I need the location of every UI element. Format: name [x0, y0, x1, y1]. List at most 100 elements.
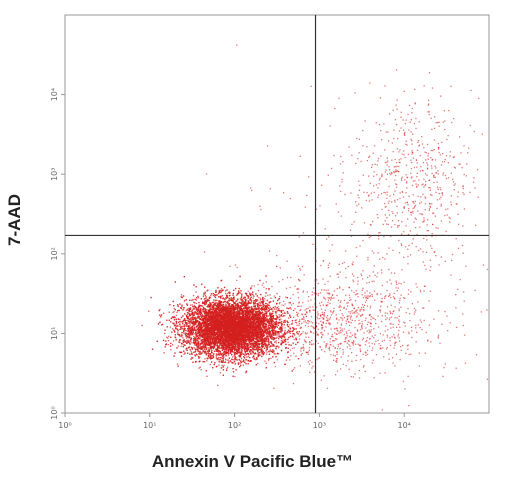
event-point: [230, 361, 232, 363]
event-point: [193, 335, 195, 338]
event-point: [269, 350, 271, 352]
event-point: [197, 297, 200, 299]
event-point: [252, 356, 254, 359]
event-point: [182, 337, 184, 339]
event-point: [203, 292, 205, 294]
event-point: [181, 332, 183, 334]
event-point: [219, 350, 221, 352]
event-point: [269, 306, 271, 308]
event-point: [253, 348, 255, 350]
event-point: [248, 321, 251, 323]
event-point: [273, 333, 275, 335]
event-point: [210, 350, 213, 352]
event-point: [225, 292, 227, 294]
event-point: [217, 384, 219, 386]
event-point: [267, 303, 269, 305]
event-point: [225, 303, 227, 305]
event-point: [174, 330, 176, 332]
event-point: [218, 364, 220, 366]
plot-frame: [64, 14, 490, 414]
event-point: [246, 333, 249, 335]
event-point: [213, 299, 215, 301]
event-point: [228, 300, 230, 302]
event-point: [270, 322, 272, 324]
event-point: [223, 311, 225, 313]
event-point: [204, 313, 206, 315]
event-point: [187, 322, 189, 324]
event-point: [225, 358, 227, 360]
event-point: [264, 298, 266, 300]
event-point: [199, 356, 201, 358]
event-point: [204, 358, 206, 360]
event-point: [177, 345, 179, 347]
event-point: [256, 353, 258, 355]
event-point: [163, 352, 165, 354]
event-point: [268, 301, 270, 303]
event-point: [235, 359, 237, 361]
event-point: [238, 292, 240, 294]
event-point: [204, 294, 207, 297]
event-point: [266, 311, 268, 313]
event-point: [141, 324, 143, 327]
event-point: [183, 353, 185, 355]
event-point: [253, 346, 255, 349]
event-point: [261, 347, 263, 349]
event-point: [223, 364, 225, 366]
event-point: [266, 353, 268, 355]
event-point: [215, 357, 217, 359]
event-point: [194, 354, 196, 356]
event-point: [234, 313, 236, 315]
event-point: [265, 313, 267, 315]
event-point: [200, 340, 202, 342]
event-point: [251, 350, 254, 352]
event-point: [205, 341, 207, 343]
event-point: [214, 299, 216, 301]
event-point: [253, 316, 256, 318]
event-point: [181, 309, 183, 311]
event-point: [221, 339, 223, 341]
event-point: [182, 309, 185, 311]
event-point: [180, 328, 183, 330]
event-point: [209, 312, 211, 314]
event-point: [148, 310, 150, 312]
event-point: [218, 337, 220, 340]
event-point: [250, 300, 252, 303]
event-point: [269, 294, 271, 296]
event-point: [227, 304, 229, 306]
event-point: [248, 342, 250, 344]
event-point: [172, 328, 174, 330]
event-point: [163, 312, 165, 314]
event-point: [192, 294, 195, 297]
event-point: [258, 315, 260, 317]
event-point: [274, 333, 276, 335]
event-point: [186, 319, 188, 321]
event-point: [265, 310, 267, 313]
event-point: [196, 354, 198, 356]
event-point: [281, 340, 284, 342]
event-point: [242, 364, 244, 366]
event-point: [273, 338, 275, 341]
event-point: [301, 332, 303, 335]
event-point: [236, 304, 238, 306]
event-point: [188, 326, 190, 328]
event-point: [265, 349, 268, 351]
event-point: [214, 333, 216, 335]
event-point: [231, 343, 233, 346]
event-point: [251, 351, 253, 353]
event-point: [171, 344, 174, 346]
event-point: [257, 362, 259, 365]
event-point: [234, 361, 236, 363]
event-point: [254, 303, 256, 305]
event-point: [209, 356, 211, 359]
event-point: [195, 291, 197, 293]
event-point: [206, 325, 208, 327]
event-point: [276, 315, 278, 317]
event-point: [283, 315, 285, 317]
event-point: [249, 340, 251, 343]
event-point: [258, 352, 260, 354]
event-point: [172, 340, 175, 342]
event-point: [168, 335, 170, 337]
event-point: [269, 327, 271, 329]
event-point: [159, 308, 161, 311]
event-point: [202, 347, 204, 349]
